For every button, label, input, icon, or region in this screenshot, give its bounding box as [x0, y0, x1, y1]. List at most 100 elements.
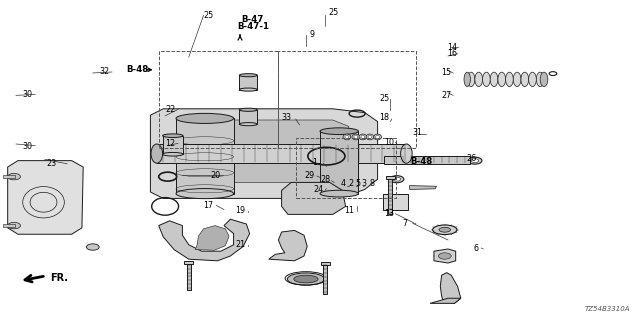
Text: 11: 11: [344, 206, 355, 215]
Polygon shape: [434, 249, 456, 263]
Circle shape: [8, 173, 20, 180]
Bar: [320, 131, 358, 194]
Ellipse shape: [390, 176, 404, 183]
Ellipse shape: [536, 72, 544, 86]
Text: 26: 26: [466, 154, 476, 163]
Text: 21: 21: [236, 240, 246, 249]
Ellipse shape: [393, 177, 401, 181]
Text: 16: 16: [447, 49, 457, 58]
Bar: [176, 118, 234, 194]
Ellipse shape: [475, 72, 483, 86]
Text: 25: 25: [204, 11, 214, 20]
Ellipse shape: [359, 134, 367, 140]
Text: 19: 19: [236, 206, 246, 215]
Ellipse shape: [439, 227, 451, 232]
Text: 22: 22: [165, 105, 175, 114]
Text: 15: 15: [442, 68, 452, 77]
Text: B-48: B-48: [410, 157, 432, 166]
Polygon shape: [195, 226, 229, 250]
Bar: [159, 51, 278, 148]
Text: 31: 31: [413, 128, 423, 137]
Text: 32: 32: [99, 67, 109, 76]
Ellipse shape: [345, 135, 349, 139]
Bar: [163, 136, 183, 154]
Text: 18: 18: [379, 113, 389, 122]
Polygon shape: [269, 230, 307, 261]
Ellipse shape: [506, 72, 513, 86]
Text: 6: 6: [474, 244, 479, 253]
Ellipse shape: [163, 134, 183, 138]
Ellipse shape: [176, 188, 234, 199]
Ellipse shape: [529, 72, 536, 86]
Ellipse shape: [151, 144, 163, 163]
Text: 8: 8: [370, 180, 375, 188]
Ellipse shape: [239, 108, 257, 111]
Polygon shape: [159, 219, 250, 261]
Ellipse shape: [361, 135, 365, 139]
Text: 17: 17: [204, 201, 214, 210]
Ellipse shape: [163, 152, 183, 156]
Bar: [386, 176, 395, 179]
Text: 13: 13: [384, 209, 394, 218]
Text: 29: 29: [304, 171, 314, 180]
Ellipse shape: [343, 134, 351, 140]
Ellipse shape: [239, 74, 257, 77]
Text: 23: 23: [46, 159, 56, 168]
Text: B-47-1: B-47-1: [237, 22, 269, 31]
Ellipse shape: [287, 273, 324, 285]
Polygon shape: [282, 182, 346, 214]
Text: 1: 1: [312, 158, 317, 167]
Bar: [278, 51, 416, 148]
Bar: [239, 110, 257, 124]
Ellipse shape: [176, 113, 234, 124]
Text: FR.: FR.: [50, 273, 68, 284]
Text: B-47: B-47: [242, 15, 264, 24]
Bar: [3, 224, 15, 227]
Text: 33: 33: [282, 113, 292, 122]
Ellipse shape: [468, 157, 482, 164]
Text: 25: 25: [379, 94, 389, 103]
Ellipse shape: [294, 275, 318, 283]
Bar: [296, 138, 396, 198]
Ellipse shape: [376, 135, 380, 139]
Ellipse shape: [354, 135, 358, 139]
Ellipse shape: [366, 134, 374, 140]
Ellipse shape: [352, 134, 360, 140]
Bar: [388, 179, 392, 214]
Ellipse shape: [239, 88, 257, 91]
Ellipse shape: [483, 72, 490, 86]
Ellipse shape: [490, 72, 498, 86]
Text: 9: 9: [309, 30, 314, 39]
Ellipse shape: [471, 159, 479, 163]
Ellipse shape: [433, 225, 457, 235]
Bar: [3, 175, 15, 178]
Bar: [321, 262, 330, 265]
Text: 30: 30: [22, 142, 33, 151]
Ellipse shape: [368, 135, 372, 139]
Ellipse shape: [320, 190, 358, 197]
Bar: [187, 264, 191, 290]
Bar: [157, 144, 406, 163]
Text: B-48: B-48: [127, 65, 148, 74]
Ellipse shape: [464, 72, 470, 86]
Text: 2: 2: [348, 180, 353, 188]
Polygon shape: [440, 273, 461, 303]
Ellipse shape: [540, 72, 548, 86]
Ellipse shape: [374, 134, 381, 140]
Ellipse shape: [320, 128, 358, 134]
Text: 12: 12: [165, 139, 175, 148]
Text: 30: 30: [22, 90, 33, 99]
Text: 5: 5: [355, 180, 360, 188]
Ellipse shape: [513, 72, 521, 86]
Circle shape: [86, 244, 99, 250]
Text: 14: 14: [447, 43, 457, 52]
Bar: [239, 75, 257, 90]
Text: 28: 28: [320, 175, 330, 184]
Bar: [383, 194, 408, 210]
Ellipse shape: [467, 72, 475, 86]
Ellipse shape: [401, 144, 412, 163]
Bar: [323, 265, 327, 294]
Text: 20: 20: [210, 171, 220, 180]
Polygon shape: [182, 120, 349, 182]
Text: 4: 4: [340, 180, 346, 188]
